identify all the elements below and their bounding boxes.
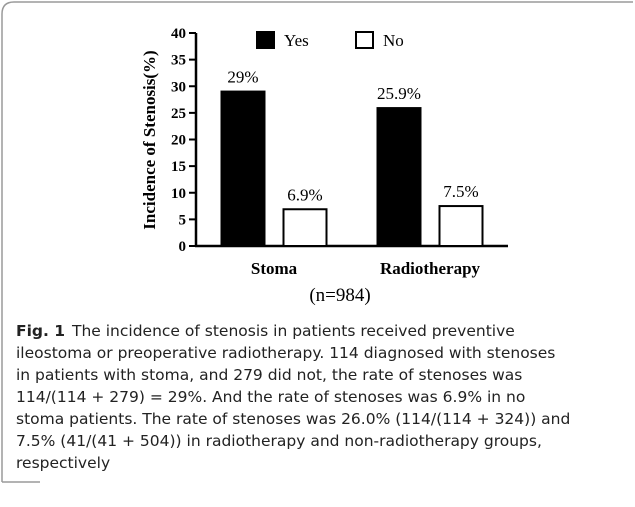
legend-swatch	[256, 31, 275, 49]
caption-line: in patients with stoma, and 279 did not,…	[16, 366, 522, 384]
value-label: 25.9%	[377, 84, 421, 103]
caption-line: 7.5% (41/(41 + 504)) in radiotherapy and…	[16, 432, 542, 450]
y-tick-label: 15	[171, 159, 186, 175]
y-tick-label: 30	[171, 79, 186, 95]
legend-label: Yes	[284, 31, 309, 50]
legend-label: No	[383, 31, 404, 50]
y-tick-label: 20	[171, 133, 186, 149]
y-tick-label: 0	[179, 239, 187, 255]
x-tick-label: Radiotherapy	[380, 259, 481, 278]
bar	[438, 205, 484, 247]
y-tick-label: 10	[171, 186, 186, 202]
bar	[220, 90, 266, 247]
caption-line: stoma patients. The rate of stenoses was…	[16, 410, 570, 428]
x-tick-label: Stoma	[251, 259, 298, 278]
bar	[376, 107, 422, 247]
value-label: 29%	[227, 68, 258, 87]
y-tick-label: 5	[179, 212, 187, 228]
x-axis-label: (n=984)	[309, 285, 370, 306]
caption-line: 114/(114 + 279) = 29%. And the rate of s…	[16, 388, 525, 406]
frame	[1, 1, 633, 482]
caption-line: respectively	[16, 454, 110, 472]
value-label: 7.5%	[443, 182, 478, 201]
caption-label: Fig. 1	[16, 322, 65, 340]
bar	[282, 208, 328, 248]
legend-swatch	[355, 31, 374, 49]
value-label: 6.9%	[287, 185, 322, 204]
caption-line: ileostoma or preoperative radiotherapy. …	[16, 344, 555, 362]
y-tick-label: 40	[171, 26, 186, 42]
caption-line: The incidence of stenosis in patients re…	[71, 322, 515, 340]
y-tick-label: 25	[171, 106, 186, 122]
y-axis-label: Incidence of Stenosis(%)	[140, 50, 159, 229]
y-tick-label: 35	[171, 53, 186, 69]
